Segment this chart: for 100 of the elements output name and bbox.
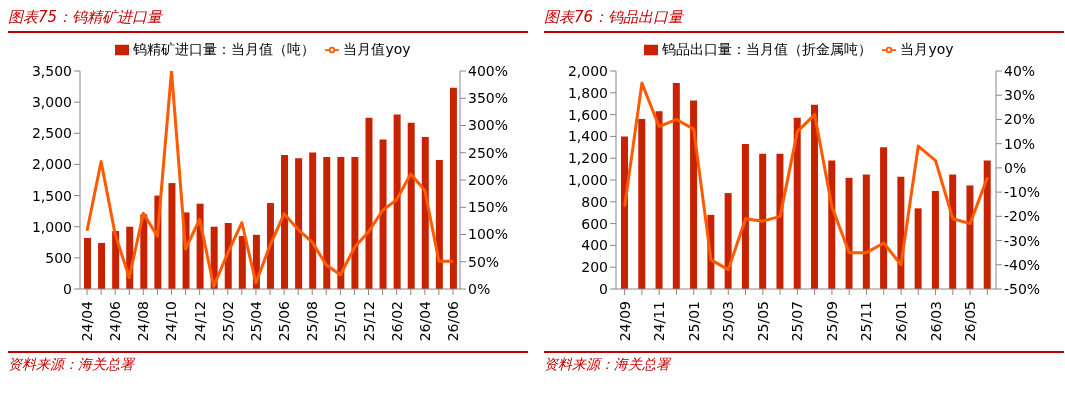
bar	[323, 156, 331, 289]
y2-tick-label: -50%	[1004, 280, 1041, 297]
x-tick-label: 24/06	[107, 300, 124, 342]
x-tick-label: 25/11	[858, 301, 875, 342]
y-tick-label: 3,500	[31, 62, 72, 79]
bar	[949, 174, 957, 289]
bar	[309, 152, 317, 289]
y2-tick-label: 200%	[468, 171, 509, 188]
y2-tick-label: 30%	[1004, 87, 1036, 104]
x-tick-label: 25/06	[276, 300, 293, 342]
y2-tick-label: -20%	[1004, 208, 1041, 225]
bar	[862, 174, 870, 289]
y2-tick-label: 300%	[468, 117, 509, 134]
bar	[966, 185, 974, 289]
x-tick-label: 26/05	[962, 301, 979, 342]
y-tick-label: 2,500	[31, 125, 72, 142]
x-tick-label: 25/12	[360, 301, 377, 342]
x-tick-label: 26/02	[388, 301, 405, 342]
y2-tick-label: 0%	[1004, 159, 1027, 176]
y-tick-label: 0	[599, 280, 608, 297]
y2-tick-label: 350%	[468, 90, 509, 107]
y2-tick-label: 20%	[1004, 111, 1036, 128]
y2-tick-label: -30%	[1004, 232, 1041, 249]
bar	[793, 117, 801, 289]
x-tick-label: 25/02	[219, 301, 236, 342]
x-tick-label: 26/01	[893, 301, 909, 342]
x-tick-label: 25/09	[823, 301, 840, 342]
y-tick-label: 1,600	[567, 106, 608, 123]
bar	[983, 160, 991, 289]
bar	[435, 160, 443, 289]
y2-tick-label: -40%	[1004, 256, 1041, 273]
bar	[759, 153, 767, 289]
bar	[266, 203, 274, 289]
bar	[168, 183, 176, 289]
bar	[672, 82, 680, 289]
bar	[880, 147, 888, 289]
bar	[655, 111, 663, 289]
y2-tick-label: 50%	[468, 253, 500, 270]
x-tick-label: 25/05	[754, 301, 771, 342]
y-tick-label: 1,400	[567, 128, 608, 145]
y-tick-label: 800	[581, 193, 608, 210]
y2-tick-label: 150%	[468, 199, 509, 216]
bar	[845, 177, 853, 289]
bar	[931, 190, 939, 289]
bar	[724, 193, 732, 289]
bar	[421, 137, 429, 289]
y-tick-label: 200	[581, 259, 608, 276]
bar	[811, 104, 818, 289]
x-tick-label: 24/08	[135, 301, 152, 342]
bar	[295, 158, 303, 289]
y-tick-label: 1,200	[567, 150, 608, 167]
bar	[914, 208, 922, 289]
text: 资料来源：海关总署	[8, 356, 136, 374]
y-tick-label: 1,000	[567, 171, 608, 188]
y2-tick-label: 250%	[468, 144, 509, 161]
legend-label: 当月值yoy	[343, 41, 411, 57]
x-tick-label: 24/11	[651, 301, 668, 342]
y-tick-label: 400	[581, 237, 608, 254]
text: 资料来源：海关总署	[544, 356, 672, 374]
bar	[449, 87, 457, 289]
y-tick-label: 600	[581, 215, 608, 232]
y-tick-label: 2,000	[31, 156, 72, 173]
line-series	[85, 71, 455, 288]
line-series	[623, 81, 989, 272]
legend-label: 当月yoy	[900, 41, 954, 57]
bar	[84, 237, 91, 289]
chart-title: 图表75：钨精矿进口量	[8, 8, 528, 33]
x-tick-label: 26/03	[927, 301, 944, 342]
x-tick-label: 24/09	[616, 301, 633, 342]
y2-tick-label: 100%	[468, 226, 509, 243]
x-tick-label: 25/03	[720, 301, 737, 342]
x-tick-label: 25/10	[332, 301, 349, 342]
bar	[281, 155, 289, 289]
y2-tick-label: -10%	[1004, 184, 1041, 201]
y-tick-label: 0	[63, 280, 72, 297]
bar	[741, 144, 749, 289]
x-tick-label: 25/01	[685, 301, 702, 342]
bar	[351, 156, 359, 289]
bar	[407, 122, 415, 289]
x-tick-label: 24/04	[79, 300, 96, 342]
chart-title: 图表76：钨品出口量	[544, 8, 1064, 33]
bar	[638, 118, 646, 289]
y-tick-label: 1,000	[31, 218, 72, 235]
y-tick-label: 1,800	[567, 84, 608, 101]
x-tick-label: 25/07	[789, 301, 806, 342]
x-tick-label: 26/04	[416, 300, 433, 342]
y2-tick-label: 10%	[1004, 135, 1036, 152]
bar	[379, 139, 387, 289]
x-tick-label: 25/08	[304, 301, 321, 342]
bar	[337, 156, 345, 289]
y2-tick-label: 40%	[1004, 62, 1036, 79]
x-tick-label: 24/12	[191, 301, 208, 342]
bar	[621, 136, 628, 289]
bar	[98, 242, 106, 289]
bar	[238, 236, 246, 289]
bar	[690, 100, 698, 289]
y2-tick-label: 400%	[468, 62, 509, 79]
y2-tick-label: 0%	[468, 280, 491, 297]
y-tick-label: 500	[45, 249, 72, 266]
bar	[828, 160, 836, 289]
